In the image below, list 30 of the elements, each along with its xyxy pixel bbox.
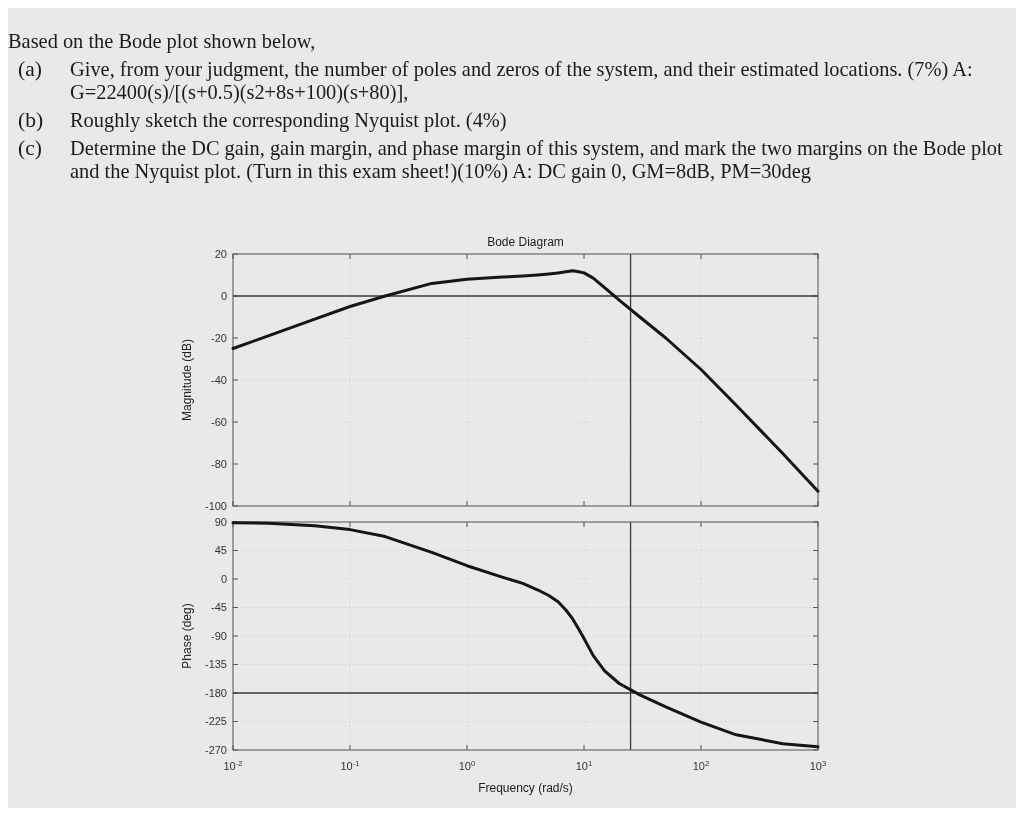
y-axis-title: Phase (deg) — [180, 603, 194, 669]
text: (a) Give, from your judgment, the number of poles and zeros of the system, and their estimated locations. (7%) A: G=22400(s)/[(s+0.5)(s2+8s+100)(s+80)], — [18, 57, 973, 103]
x-tick-label: 10$^{-2}$ — [223, 758, 243, 772]
text: Based on the Bode plot shown below, — [8, 30, 317, 53]
y-tick-label: -80 — [211, 457, 227, 470]
y-tick-label: 0 — [220, 572, 227, 585]
y-tick-label: -45 — [211, 601, 227, 614]
y-tick-label: -90 — [211, 629, 227, 642]
y-tick-label: -270 — [204, 743, 227, 756]
y-tick-label: -100 — [204, 499, 227, 512]
y-tick-label: -20 — [211, 331, 227, 344]
y-tick-label: 90 — [214, 515, 227, 528]
y-tick-label: -60 — [211, 415, 227, 428]
y-tick-label: -180 — [204, 686, 227, 699]
chart-title: Bode Diagram — [487, 235, 564, 249]
y-tick-label: -135 — [204, 658, 227, 671]
y-tick-label: -40 — [211, 373, 227, 386]
x-tick-label: 10$^{1}$ — [575, 758, 593, 772]
y-tick-label: 20 — [214, 247, 227, 260]
text: (c) Determine the DC gain, gain margin, and phase margin of this system, and mark the two margins on the Bode plot and the Nyquist plot. (Turn in this exam sheet!)(10%) A: DC gain 0, GM=8dB, PM=30deg — [18, 136, 1003, 182]
x-tick-label: 10$^{0}$ — [458, 758, 476, 772]
y-tick-label: 0 — [220, 289, 227, 302]
x-axis-title: Frequency (rad/s) — [478, 781, 573, 795]
x-tick-label: 10$^{3}$ — [809, 758, 827, 772]
x-tick-label: 10$^{-1}$ — [340, 758, 360, 772]
text: (b) Roughly sketch the corresponding Nyquist plot. (4%) — [18, 108, 507, 132]
y-axis-title: Magnitude (dB) — [180, 338, 194, 422]
y-tick-label: 45 — [214, 544, 227, 557]
y-tick-label: -225 — [204, 715, 227, 728]
x-tick-label: 10$^{2}$ — [692, 758, 710, 772]
